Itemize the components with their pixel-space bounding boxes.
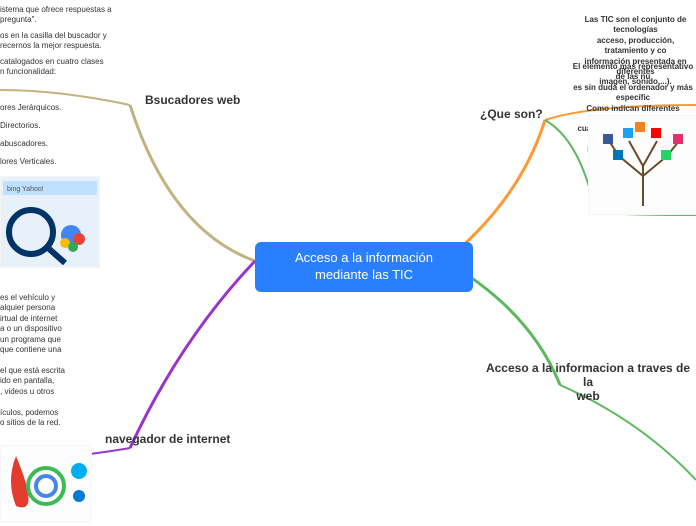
text-t7: lores Verticales. [0, 157, 56, 167]
text-t1: istema que ofrece respuestas a pregunta"… [0, 5, 112, 26]
central-node: Acceso a la información mediante las TIC [255, 242, 473, 292]
search-engines-image: bing Yahoo! [0, 176, 100, 268]
branch-buscadores: Bsucadores web [145, 93, 240, 107]
text-t4: ores Jerárquicos. [0, 103, 61, 113]
branch-navegador: navegador de internet [105, 432, 230, 446]
text-t6: abuscadores. [0, 139, 48, 149]
browsers-image [0, 445, 92, 522]
branch-que-son: ¿Que son? [480, 107, 543, 121]
tic-tree-image [588, 115, 696, 215]
text-t2: os en la casilla del buscador y recernos… [0, 31, 107, 52]
branch-acceso-web: Acceso a la informacion a traves de la w… [480, 361, 696, 403]
text-t5: Directorios. [0, 121, 40, 131]
text-t11: el que está escrita ido en pantalla, , v… [0, 366, 65, 397]
central-line1: Acceso a la información [295, 250, 433, 265]
central-line2: mediante las TIC [315, 267, 413, 282]
text-t12: ículos, podemos o sitios de la red. [0, 408, 60, 429]
text-t3: catalogados en cuatro clases n funcional… [0, 57, 104, 78]
svg-text:bing Yahoo!: bing Yahoo! [7, 186, 44, 193]
text-t10: es el vehículo y alquier persona irtual … [0, 293, 62, 355]
